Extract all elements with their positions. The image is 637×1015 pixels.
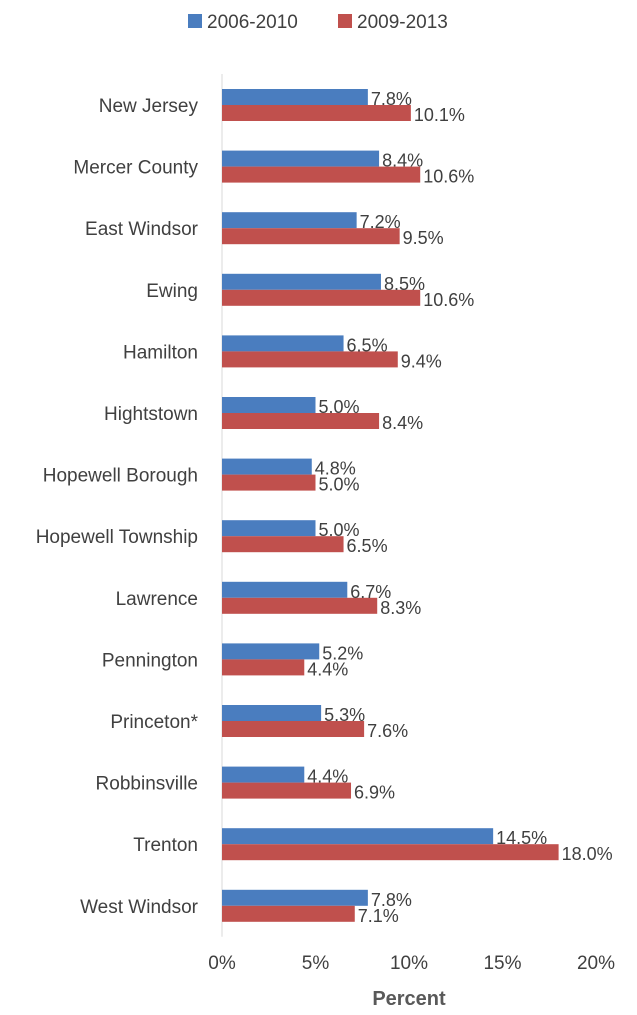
data-label: 9.4% — [401, 351, 442, 371]
data-label: 8.3% — [380, 598, 421, 618]
bar — [222, 89, 368, 105]
bar — [222, 520, 316, 537]
category-label: Trenton — [133, 835, 198, 856]
category-label: Hamilton — [123, 342, 198, 363]
bar — [222, 413, 380, 429]
legend-label: 2006-2010 — [207, 12, 298, 33]
data-label: 7.2% — [360, 212, 401, 232]
bar — [222, 351, 398, 368]
data-label: 10.6% — [423, 167, 474, 187]
bar — [222, 766, 305, 783]
data-label: 8.5% — [384, 274, 425, 294]
bar — [222, 228, 400, 245]
data-label: 6.5% — [347, 536, 388, 556]
category-label: Hightstown — [104, 404, 198, 425]
category-label: Princeton* — [110, 712, 198, 733]
x-tick-label: 10% — [390, 953, 428, 974]
x-axis-title: Percent — [372, 988, 446, 1010]
bar — [222, 474, 316, 491]
x-tick-labels: 0% 5% 10% 15% 20% — [208, 953, 615, 974]
bar — [222, 458, 312, 475]
data-label: 7.8% — [371, 890, 412, 910]
bar — [222, 150, 380, 167]
data-label: 9.5% — [403, 228, 444, 248]
category-labels: New Jersey Mercer County East Windsor Ewing… — [36, 96, 199, 918]
data-label: 18.0% — [562, 844, 613, 864]
data-labels: 7.8%10.1%8.4%10.6%7.2%9.5%8.5%10.6%6.5%9… — [307, 89, 612, 926]
data-label: 5.3% — [324, 705, 365, 725]
bar — [222, 581, 348, 598]
category-label: Pennington — [102, 650, 198, 671]
category-label: New Jersey — [99, 96, 199, 117]
bar — [222, 166, 421, 183]
bar — [222, 643, 320, 660]
data-label: 8.4% — [382, 413, 423, 433]
bar — [222, 844, 559, 861]
category-label: West Windsor — [80, 897, 199, 918]
bar — [222, 536, 344, 553]
data-label: 4.4% — [307, 659, 348, 679]
bar — [222, 782, 352, 799]
data-label: 8.4% — [382, 151, 423, 171]
data-label: 10.1% — [414, 105, 465, 125]
bar — [222, 597, 378, 614]
x-tick-label: 15% — [483, 953, 521, 974]
bar — [222, 828, 494, 845]
data-label: 5.0% — [319, 520, 360, 540]
data-label: 6.9% — [354, 783, 395, 803]
bar — [222, 273, 381, 290]
data-label: 5.0% — [319, 397, 360, 417]
category-label: Robbinsville — [96, 774, 198, 795]
bar — [222, 335, 344, 352]
category-label: Hopewell Borough — [43, 466, 198, 487]
data-label: 7.1% — [358, 906, 399, 926]
bar — [222, 289, 421, 306]
data-label: 7.8% — [371, 89, 412, 109]
x-tick-label: 0% — [208, 953, 236, 974]
bar — [222, 705, 322, 721]
data-label: 5.2% — [322, 643, 363, 663]
category-label: Lawrence — [116, 589, 198, 610]
x-tick-label: 5% — [302, 953, 330, 974]
category-label: Ewing — [146, 281, 198, 302]
data-label: 4.4% — [307, 767, 348, 787]
data-label: 14.5% — [496, 828, 547, 848]
bar — [222, 889, 368, 906]
data-label: 6.5% — [347, 335, 388, 355]
x-tick-label: 20% — [577, 953, 615, 974]
category-label: East Windsor — [85, 219, 199, 240]
data-label: 6.7% — [350, 582, 391, 602]
bar — [222, 105, 411, 121]
legend-swatch — [338, 14, 352, 28]
data-label: 4.8% — [315, 459, 356, 479]
bars — [222, 89, 559, 922]
legend: 2006-2010 2009-2013 — [188, 12, 448, 33]
bar — [222, 397, 316, 413]
bar — [222, 212, 357, 229]
bar — [222, 659, 305, 676]
category-label: Hopewell Township — [36, 527, 198, 548]
bar — [222, 905, 355, 922]
bar — [222, 721, 365, 737]
category-label: Mercer County — [73, 158, 198, 179]
data-label: 7.6% — [367, 721, 408, 741]
legend-swatch — [188, 14, 202, 28]
data-label: 5.0% — [319, 475, 360, 495]
data-label: 10.6% — [423, 290, 474, 310]
legend-label: 2009-2013 — [357, 12, 448, 33]
